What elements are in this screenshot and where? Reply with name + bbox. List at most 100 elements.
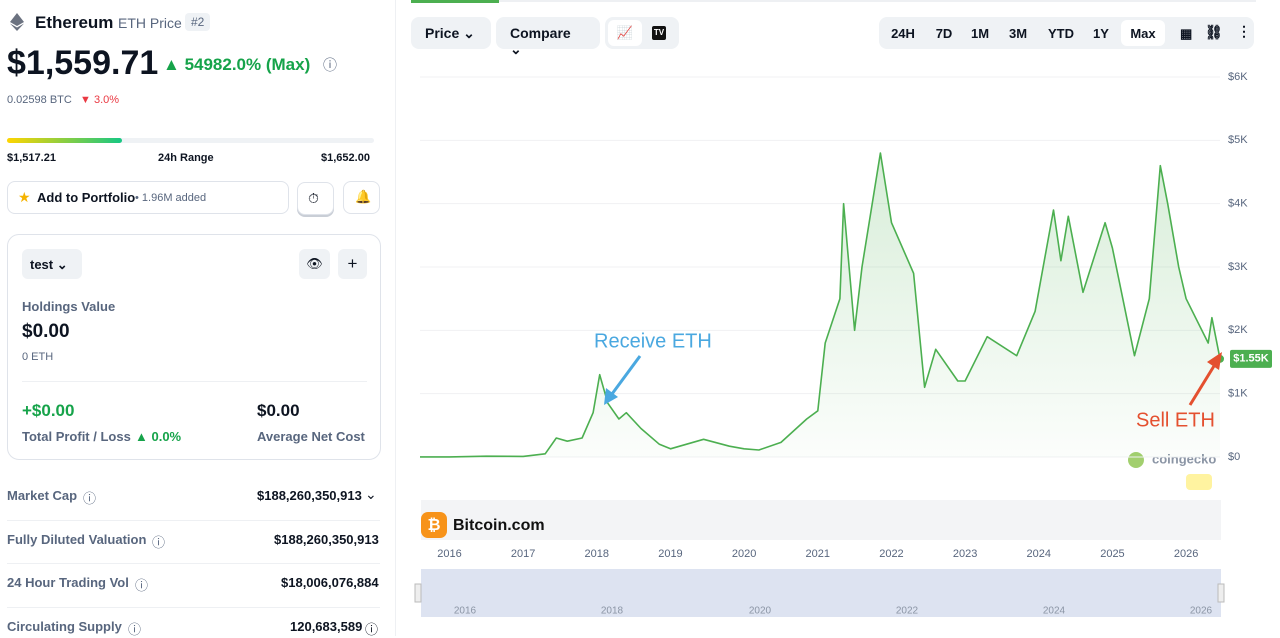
- stat-value: $18,006,076,884: [281, 575, 379, 590]
- navigator-tick-label: 2026: [1190, 606, 1213, 617]
- more-button[interactable]: ⋮: [1237, 23, 1251, 39]
- tab-label: Price: [425, 25, 460, 41]
- profit-pct-value: 0.0%: [151, 429, 182, 444]
- line-chart-button[interactable]: 📈: [608, 20, 642, 46]
- price: $1,559.71: [7, 44, 159, 82]
- navigator-handle[interactable]: [414, 583, 422, 603]
- holdings-value: $0.00: [22, 321, 70, 342]
- stat-label: Circulating Supply: [7, 618, 122, 634]
- range-fill: [7, 138, 122, 143]
- x-tick-label: 2024: [1027, 548, 1051, 560]
- btc-change-value: 3.0%: [93, 94, 120, 106]
- tab-rule: [411, 0, 1256, 2]
- divider: [7, 563, 380, 564]
- tab-label: Compare: [510, 25, 571, 41]
- add-portfolio-button[interactable]: ★ Add to Portfolio • 1.96M added: [7, 181, 289, 214]
- calendar-button[interactable]: ▦: [1180, 26, 1193, 41]
- x-tick-label: 2016: [437, 548, 461, 560]
- profit-label: Total Profit / Loss: [22, 429, 131, 444]
- arrowhead: [1207, 352, 1222, 370]
- navigator-handle[interactable]: [1217, 583, 1225, 603]
- y-tick-label: $6K: [1228, 71, 1248, 83]
- add-portfolio-label: Add to Portfolio: [37, 190, 136, 205]
- price-line: [420, 152, 1221, 458]
- range-button[interactable]: 3M: [1008, 26, 1028, 41]
- info-icon: ⓘ: [365, 621, 379, 637]
- coin-symbol: ETH Price: [118, 15, 182, 31]
- chart-type-group: 📈 TV: [605, 17, 679, 49]
- watermark: Bitcoin.com: [453, 517, 545, 534]
- range-label: 24h Range: [158, 152, 214, 164]
- tv-button[interactable]: TV: [652, 26, 666, 40]
- range-button[interactable]: 1M: [970, 26, 990, 41]
- info-icon: ⓘ: [83, 491, 97, 506]
- selector-label: test: [30, 257, 54, 272]
- eye-button[interactable]: 👁: [299, 249, 330, 279]
- price-change-value: 54982.0% (Max): [184, 55, 311, 74]
- x-tick-label: 2021: [806, 548, 830, 560]
- x-tick-label: 2025: [1100, 548, 1124, 560]
- y-tick-label: $1K: [1228, 388, 1248, 400]
- x-tick-label: 2018: [585, 548, 609, 560]
- divider: [7, 606, 380, 608]
- btc-price: 0.02598 BTC: [7, 94, 72, 106]
- portfolio-card: test ⌄ 👁 + Holdings Value $0.00 0 ETH +$…: [7, 234, 381, 460]
- avg-label: Average Net Cost: [257, 429, 365, 444]
- volume-area: [421, 500, 1221, 540]
- price-tab[interactable]: Price ⌄: [411, 17, 491, 49]
- bitcoin-symbol: ₿: [427, 516, 440, 534]
- portfolio-selector[interactable]: test ⌄: [22, 249, 82, 279]
- navigator: [421, 569, 1221, 617]
- stat-label: 24 Hour Trading Vol: [7, 575, 129, 590]
- panel-divider: [395, 0, 396, 636]
- avg-value: $0.00: [257, 401, 300, 420]
- x-tick-label: 2026: [1174, 548, 1198, 560]
- stat-label: Market Cap: [7, 488, 78, 503]
- y-tick-label: $3K: [1228, 261, 1248, 273]
- range-button[interactable]: 24H: [891, 26, 915, 41]
- holdings-eth: 0 ETH: [22, 351, 54, 363]
- price-change: ▲ 54982.0% (Max): [163, 55, 311, 74]
- icon: 🔔: [355, 189, 372, 204]
- rank-badge: #2: [185, 13, 211, 31]
- btc-change: ▼ 3.0%: [80, 94, 120, 106]
- eth-icon: [10, 13, 24, 31]
- bell-button[interactable]: 🔔: [343, 181, 380, 214]
- stat-label: Fully Diluted Valuation: [7, 531, 147, 547]
- x-tick-label: 2019: [658, 548, 682, 560]
- alert-button[interactable]: ⏱: [297, 182, 334, 215]
- info-icon: ⓘ: [135, 578, 149, 593]
- stat-value: $188,260,350,913: [274, 531, 379, 547]
- x-tick-label: 2020: [732, 548, 756, 560]
- divider: [22, 381, 367, 382]
- current-label: $1.55K: [1233, 353, 1269, 365]
- icon: ⏱: [308, 190, 319, 206]
- holdings-label: Holdings Value: [22, 299, 116, 314]
- navigator-tick-label: 2020: [749, 606, 772, 617]
- link-button[interactable]: ⛓: [1205, 24, 1223, 40]
- x-tick-label: 2022: [879, 548, 903, 560]
- info-icon: ⓘ: [152, 534, 166, 550]
- range-track: [7, 138, 374, 143]
- compare-tab[interactable]: Compare ⌄: [496, 17, 600, 57]
- plus-button[interactable]: +: [338, 249, 367, 279]
- range-low: $1,517.21: [7, 152, 56, 164]
- range-button[interactable]: YTD: [1048, 26, 1074, 41]
- coin-name: Ethereum: [35, 13, 114, 32]
- info-icon: ⓘ: [128, 621, 142, 637]
- tab-indicator: [411, 0, 499, 3]
- annotation: Sell ETH: [1136, 409, 1215, 431]
- annotation: Receive ETH: [594, 330, 712, 352]
- range-button[interactable]: 7D: [935, 26, 953, 41]
- y-tick-label: $5K: [1228, 134, 1248, 146]
- current-label-box: [1230, 349, 1272, 368]
- divider: [7, 519, 380, 521]
- y-tick-label: $0: [1228, 451, 1240, 463]
- added-count: • 1.96M added: [135, 192, 207, 204]
- arrowhead: [604, 388, 618, 405]
- annotation-arrow: [1188, 365, 1216, 406]
- range-button[interactable]: 1Y: [1093, 26, 1109, 41]
- bitcoin-logo: [421, 512, 447, 538]
- range-button[interactable]: Max: [1121, 20, 1165, 46]
